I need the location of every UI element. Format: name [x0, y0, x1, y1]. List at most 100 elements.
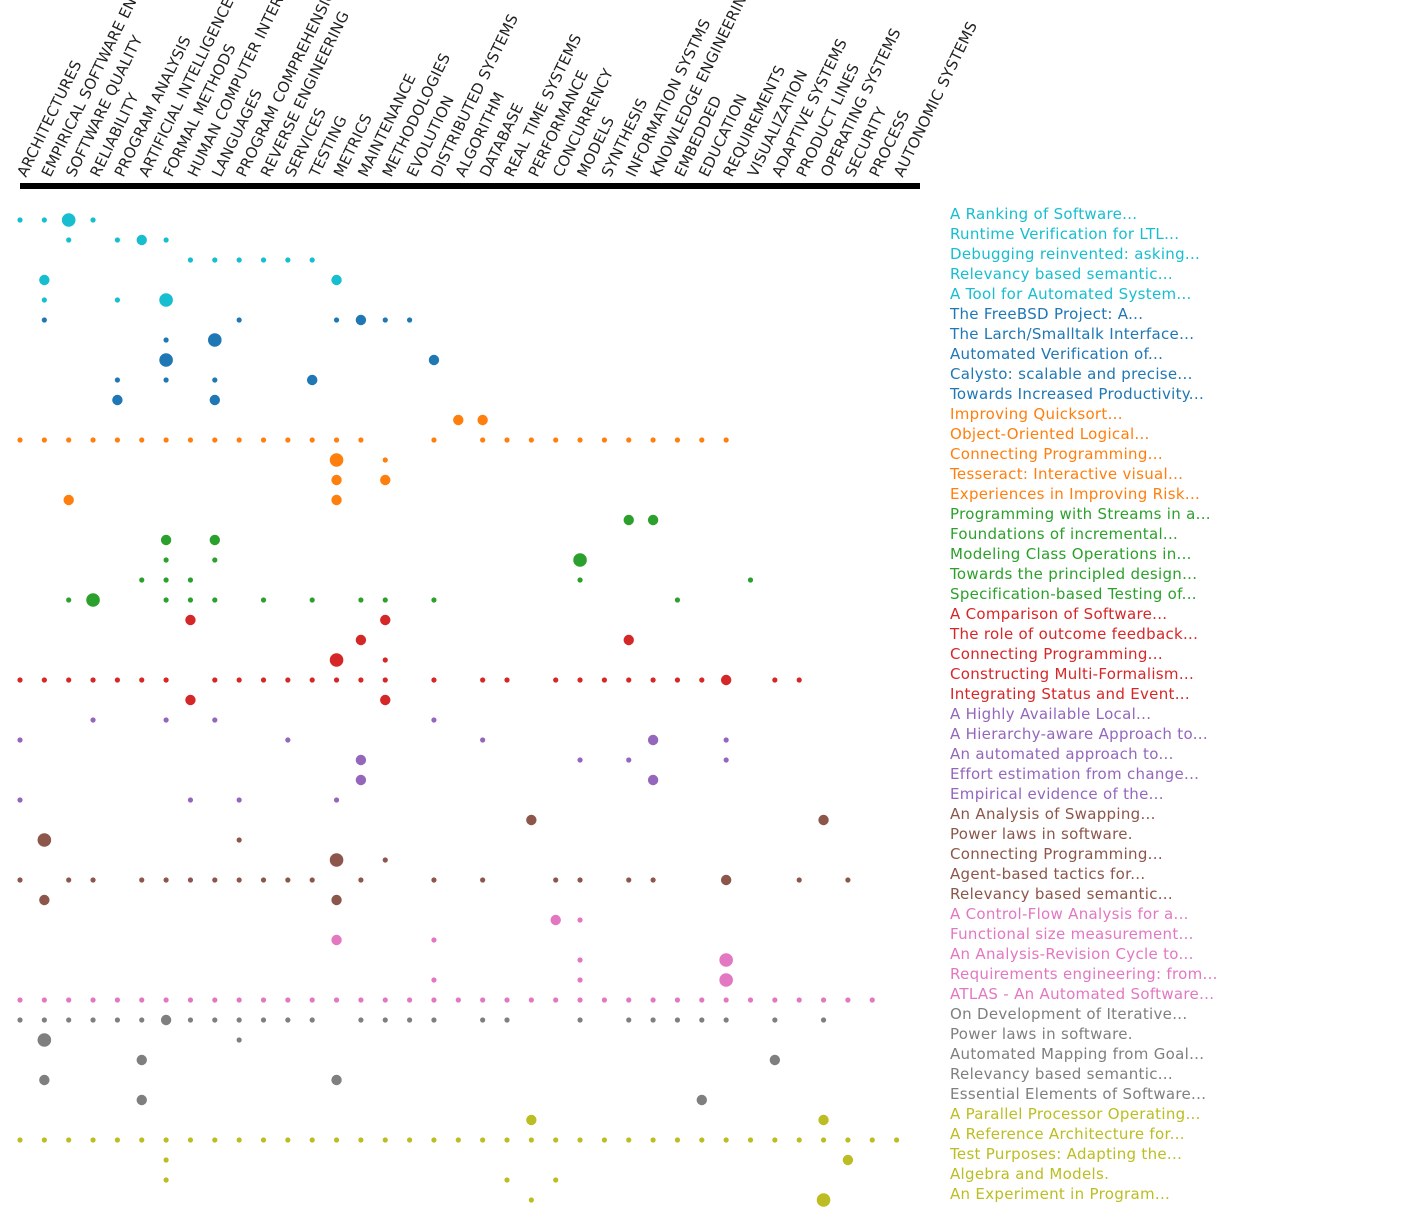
paper-title-label[interactable]: The Larch/Smalltalk Interface...	[949, 325, 1194, 343]
paper-title-label[interactable]: Modeling Class Operations in...	[950, 545, 1192, 563]
paper-topic-dot	[796, 1137, 802, 1143]
paper-title-label[interactable]: Test Purposes: Adapting the...	[949, 1145, 1182, 1163]
paper-title-label[interactable]: Power laws in software.	[950, 825, 1133, 843]
paper-title-label[interactable]: Essential Elements of Software...	[950, 1085, 1206, 1103]
paper-title-label[interactable]: Improving Quicksort...	[950, 405, 1123, 423]
paper-title-label[interactable]: Calysto: scalable and precise...	[950, 365, 1193, 383]
paper-topic-dot	[285, 737, 291, 743]
paper-topic-dot	[333, 797, 340, 803]
paper-topic-dot	[650, 997, 656, 1003]
paper-topic-dot	[382, 997, 388, 1003]
paper-topic-dot	[163, 677, 169, 683]
paper-topic-dot	[719, 973, 733, 987]
paper-title-label[interactable]: Connecting Programming...	[950, 645, 1163, 663]
paper-topic-dot	[163, 877, 169, 883]
paper-topic-dot	[577, 917, 583, 923]
paper-title-label[interactable]: Relevancy based semantic...	[950, 885, 1173, 903]
paper-topic-dot	[331, 494, 342, 506]
paper-topic-dot	[431, 597, 437, 603]
paper-title-label[interactable]: Automated Verification of...	[950, 345, 1163, 363]
paper-topic-dot	[820, 1017, 827, 1023]
paper-topic-dot	[86, 593, 100, 607]
paper-title-label[interactable]: Specification-based Testing of...	[950, 585, 1197, 603]
paper-title-label[interactable]: Programming with Streams in a...	[950, 505, 1211, 523]
paper-title-label[interactable]: Automated Mapping from Goal...	[950, 1045, 1204, 1063]
paper-title-label[interactable]: Relevancy based semantic...	[950, 265, 1173, 283]
paper-title-label[interactable]: Experiences in Improving Risk...	[950, 485, 1200, 503]
paper-topic-dot	[601, 437, 608, 443]
paper-topic-dot	[380, 474, 391, 486]
paper-title-label[interactable]: Relevancy based semantic...	[950, 1065, 1173, 1083]
paper-topic-dot	[382, 1017, 388, 1023]
paper-topic-dot	[626, 1137, 632, 1143]
paper-topic-dot	[309, 877, 315, 883]
paper-title-label[interactable]: Requirements engineering: from...	[950, 965, 1218, 983]
paper-title-label[interactable]: An Analysis of Swapping...	[950, 805, 1156, 823]
paper-topic-dot	[37, 833, 52, 847]
paper-title-label[interactable]: An Experiment in Program...	[950, 1185, 1170, 1203]
paper-title-label[interactable]: Object-Oriented Logical...	[950, 425, 1150, 443]
paper-topic-dot	[553, 1177, 559, 1183]
paper-topic-dot	[139, 677, 145, 683]
paper-title-label[interactable]: The FreeBSD Project: A...	[949, 305, 1143, 323]
paper-title-label[interactable]: Functional size measurement...	[950, 925, 1194, 943]
paper-title-label[interactable]: On Development of Iterative...	[950, 1005, 1187, 1023]
paper-title-label[interactable]: A Control-Flow Analysis for a...	[950, 905, 1189, 923]
paper-title-label[interactable]: A Comparison of Software...	[950, 605, 1167, 623]
paper-title-label[interactable]: Constructing Multi-Formalism...	[950, 665, 1194, 683]
paper-topic-dot	[747, 1137, 754, 1143]
paper-title-label[interactable]: Integrating Status and Event...	[950, 685, 1190, 703]
paper-title-label[interactable]: Debugging reinvented: asking...	[950, 245, 1200, 263]
paper-title-label[interactable]: Algebra and Models.	[950, 1165, 1109, 1183]
paper-title-label[interactable]: A Parallel Processor Operating...	[950, 1105, 1201, 1123]
paper-topic-dot	[528, 437, 534, 443]
paper-title-label[interactable]: Agent-based tactics for...	[950, 865, 1145, 883]
paper-title-label[interactable]: An Analysis-Revision Cycle to...	[950, 945, 1194, 963]
paper-topic-dot	[577, 577, 583, 583]
paper-title-label[interactable]: Tesseract: Interactive visual...	[949, 465, 1183, 483]
paper-title-label[interactable]: A Ranking of Software...	[950, 205, 1137, 223]
paper-topic-dot	[307, 374, 318, 386]
paper-topic-dot	[329, 853, 344, 867]
paper-title-label[interactable]: A Hierarchy-aware Approach to...	[950, 725, 1208, 743]
paper-topic-dot	[209, 394, 220, 406]
paper-topic-dot	[309, 677, 315, 683]
dot-marks	[17, 213, 900, 1207]
paper-topic-dot	[382, 857, 388, 863]
paper-topic-dot	[208, 333, 222, 347]
paper-title-label[interactable]: Power laws in software.	[950, 1025, 1133, 1043]
paper-topic-dot	[674, 597, 681, 603]
paper-topic-dot	[212, 377, 218, 383]
paper-topic-dot	[163, 337, 169, 343]
paper-topic-dot	[477, 414, 488, 426]
paper-title-label[interactable]: Connecting Programming...	[950, 845, 1163, 863]
paper-title-label[interactable]: Runtime Verification for LTL...	[950, 225, 1179, 243]
paper-topic-dot	[139, 997, 145, 1003]
paper-topic-dot	[528, 1197, 534, 1203]
paper-topic-dot	[90, 1017, 96, 1023]
paper-topic-dot	[358, 1017, 364, 1023]
paper-title-label[interactable]: A Highly Available Local...	[950, 705, 1151, 723]
paper-topic-dot	[818, 814, 829, 826]
paper-title-label[interactable]: Towards Increased Productivity...	[949, 385, 1204, 403]
paper-topic-dot	[212, 597, 218, 603]
paper-title-label[interactable]: The role of outcome feedback...	[949, 625, 1198, 643]
paper-title-label[interactable]: An automated approach to...	[950, 745, 1174, 763]
paper-topic-dot	[90, 877, 96, 883]
paper-title-label[interactable]: Connecting Programming...	[950, 445, 1163, 463]
paper-topic-dot	[719, 953, 733, 967]
paper-title-label[interactable]: Foundations of incremental...	[950, 525, 1178, 543]
paper-topic-dot	[90, 677, 96, 683]
paper-title-label[interactable]: Effort estimation from change...	[950, 765, 1199, 783]
paper-title-label[interactable]: ATLAS - An Automated Software...	[950, 985, 1214, 1003]
paper-title-label[interactable]: A Reference Architecture for...	[950, 1125, 1185, 1143]
paper-title-label[interactable]: Empirical evidence of the...	[950, 785, 1164, 803]
paper-topic-dot	[431, 1017, 437, 1023]
paper-title-label[interactable]: A Tool for Automated System...	[950, 285, 1192, 303]
paper-topic-dot	[260, 997, 267, 1003]
paper-topic-dot	[260, 257, 267, 263]
paper-topic-dot	[236, 317, 242, 323]
paper-title-label[interactable]: Towards the principled design...	[949, 565, 1197, 583]
paper-topic-dot	[358, 877, 364, 883]
paper-topic-dot	[647, 734, 659, 746]
